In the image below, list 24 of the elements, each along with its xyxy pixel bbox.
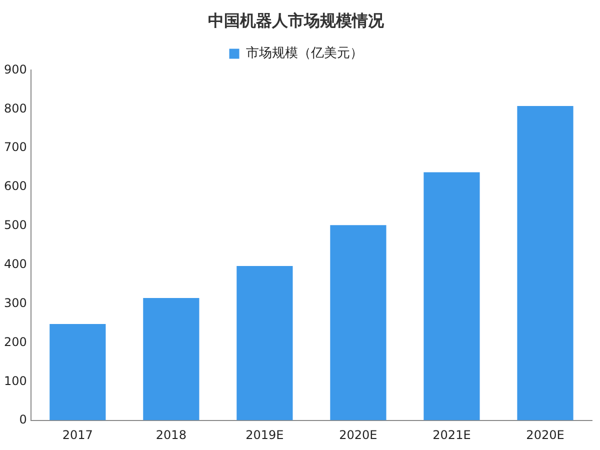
x-tick-label: 2017 [62,428,93,442]
y-tick-label: 100 [4,374,27,388]
bar [143,298,200,420]
x-tick-label: 2018 [156,428,186,442]
chart-title: 中国机器人市场规模情况 [208,10,385,30]
y-tick-label: 700 [4,140,27,154]
y-tick-label: 600 [4,179,27,194]
x-tick-label: 2021E [432,428,471,442]
bar [424,172,480,420]
y-tick-label: 900 [4,62,27,76]
x-tick-label: 2019E [246,428,284,442]
y-tick-label: 0 [19,412,27,427]
y-tick-label: 200 [4,334,27,349]
legend-label: 市场规模（亿美元） [246,45,363,62]
y-tick-label: 300 [4,296,27,310]
y-tick-label: 400 [4,256,27,271]
x-tick-label: 2020E [526,428,564,442]
y-tick-label: 800 [4,101,27,116]
bar [517,106,574,420]
bar [236,266,293,420]
bar [50,324,106,420]
y-tick-label: 500 [4,218,27,232]
x-tick-label: 2020E [339,428,378,442]
bar [330,225,386,420]
